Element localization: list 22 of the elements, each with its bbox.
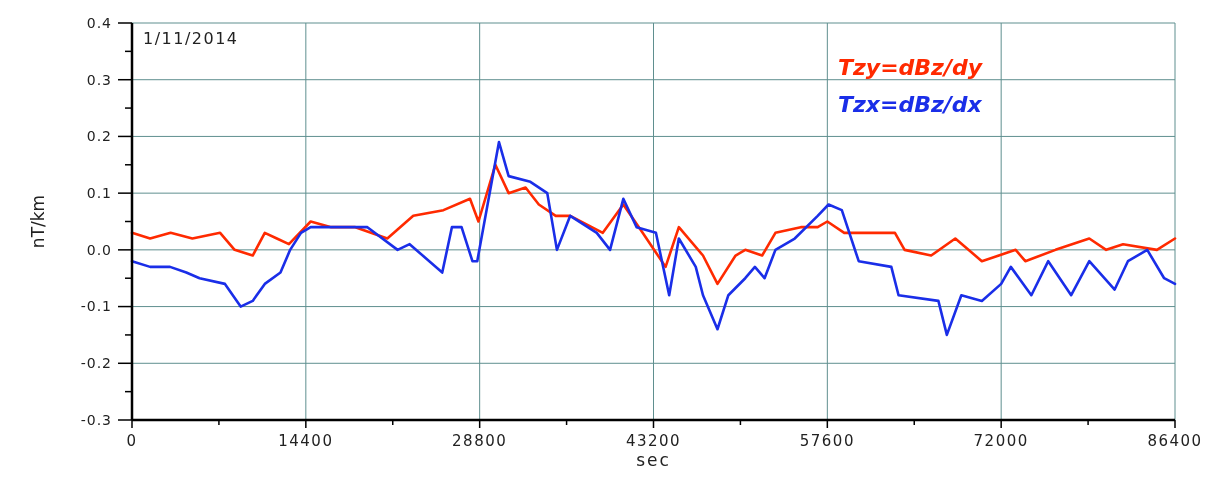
y-tick-label: 0.2 (86, 128, 112, 145)
y-axis-title: nT/km (28, 194, 48, 249)
text: Tzy=dBz/dy (838, 55, 984, 80)
y-tick-label: -0.3 (80, 411, 112, 428)
line-series (130, 140, 1177, 337)
annotation: 1/11/2014 (143, 28, 239, 48)
x-tick-label: 14400 (278, 432, 334, 450)
y-tick-label: 0.4 (86, 14, 112, 31)
x-tick-label: 43200 (625, 432, 682, 450)
x-axis-title: sec (636, 450, 671, 470)
x-tick-label: 72000 (973, 432, 1029, 450)
x-tick-label: 28800 (452, 432, 508, 450)
x-tick-label: 86400 (1147, 432, 1203, 450)
y-tick-label: 0.3 (86, 71, 112, 88)
text: Tzx=dBz/dx (838, 92, 983, 117)
y-tick-label: -0.1 (80, 298, 112, 315)
y-tick-label: -0.2 (80, 355, 112, 372)
y-tick-label: 0.1 (86, 185, 112, 202)
y-tick-label: 0.0 (86, 241, 112, 258)
x-tick-label: 57600 (799, 432, 855, 450)
x-tick-label: 0 (126, 432, 138, 450)
line-series (130, 163, 1177, 286)
